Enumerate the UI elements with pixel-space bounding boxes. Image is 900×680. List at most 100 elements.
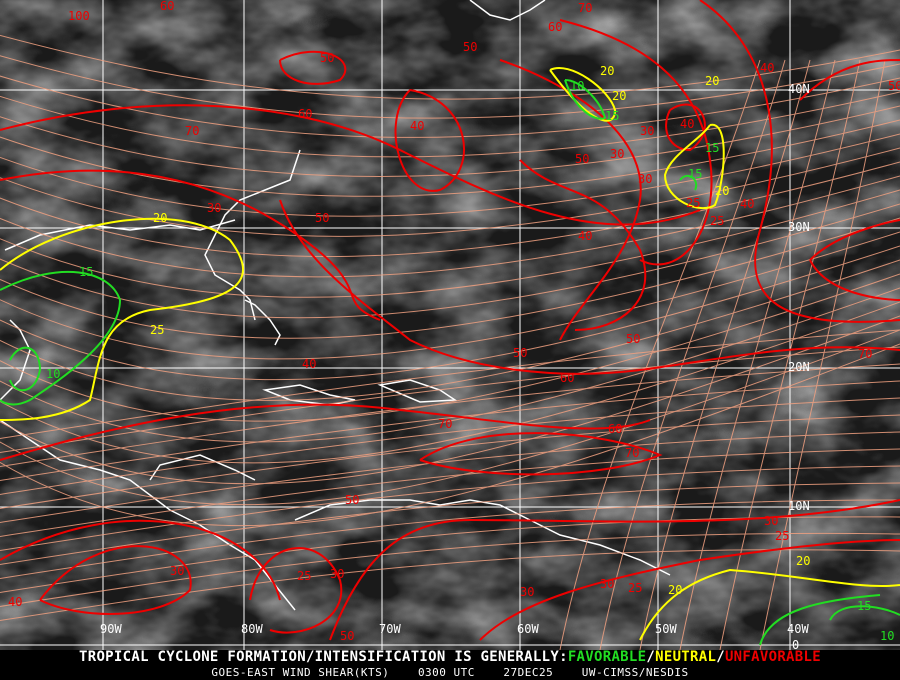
shear-contour bbox=[0, 270, 122, 406]
contour-label: 50 bbox=[463, 40, 477, 54]
satellite-imagery bbox=[0, 0, 900, 650]
shear-contour bbox=[809, 219, 900, 301]
coastline bbox=[204, 149, 301, 321]
contour-label: 60 bbox=[560, 371, 574, 385]
unfavorable-label: UNFAVORABLE bbox=[724, 649, 821, 665]
headline: TROPICAL CYCLONE FORMATION/INTENSIFICATI… bbox=[0, 650, 900, 665]
contour-label: 40 bbox=[680, 117, 694, 131]
longitude-label: 60W bbox=[517, 622, 539, 636]
contour-label: 25 bbox=[150, 323, 164, 337]
streamline bbox=[0, 119, 900, 197]
streamline bbox=[0, 315, 900, 485]
product-info: GOES-EAST WIND SHEAR(KTS) 0300 UTC 27DEC… bbox=[0, 666, 900, 680]
longitude-label: 80W bbox=[241, 622, 263, 636]
contour-label: 20 bbox=[705, 74, 719, 88]
shear-contour bbox=[39, 545, 192, 615]
contour-label: 30 bbox=[640, 124, 654, 138]
latitude-label: 30N bbox=[788, 220, 810, 234]
latitude-label: 20N bbox=[788, 360, 810, 374]
streamline bbox=[0, 329, 900, 439]
shear-contour bbox=[663, 123, 725, 210]
contour-label: 70 bbox=[185, 124, 199, 138]
streamline bbox=[0, 287, 900, 443]
streamline bbox=[0, 482, 900, 565]
shear-contour bbox=[679, 174, 698, 191]
shear-contour bbox=[419, 432, 663, 476]
streamline bbox=[0, 465, 900, 551]
streamline bbox=[599, 59, 786, 650]
streamline bbox=[0, 346, 900, 453]
shear-contour bbox=[0, 217, 244, 421]
contour-label: 40 bbox=[760, 61, 774, 75]
map-canvas: 1006050706050403020151025304050506070607… bbox=[0, 0, 900, 650]
longitude-label: 50W bbox=[655, 622, 677, 636]
contour-label: 60 bbox=[298, 107, 312, 121]
contour-label: 20 bbox=[796, 554, 810, 568]
latitude-label: 0 bbox=[792, 638, 799, 650]
shear-contours bbox=[0, 0, 900, 646]
contour-label: 15 bbox=[79, 265, 93, 279]
streamline bbox=[0, 245, 900, 381]
streamline bbox=[0, 380, 900, 481]
streamline bbox=[0, 273, 900, 422]
contour-label: 25 bbox=[775, 529, 789, 543]
contour-label: 70 bbox=[625, 446, 639, 460]
contour-label: 25 bbox=[297, 569, 311, 583]
streamline bbox=[0, 397, 900, 495]
contour-labels: 1006050706050403020151025304050506070607… bbox=[8, 0, 900, 643]
contour-label: 60 bbox=[160, 0, 174, 13]
shear-contour bbox=[759, 594, 900, 646]
product-name: GOES-EAST WIND SHEAR(KTS) bbox=[211, 666, 390, 679]
footer-legend: TROPICAL CYCLONE FORMATION/INTENSIFICATI… bbox=[0, 650, 900, 680]
streamline bbox=[0, 175, 900, 278]
streamline bbox=[0, 532, 900, 607]
contour-label: 15 bbox=[688, 167, 702, 181]
streamline bbox=[759, 59, 886, 650]
coastline bbox=[294, 499, 671, 576]
contour-label: 25 bbox=[710, 214, 724, 228]
contour-label: 25 bbox=[686, 196, 700, 210]
contour-label: 70 bbox=[438, 417, 452, 431]
streamline bbox=[679, 59, 836, 650]
streamline bbox=[0, 301, 900, 464]
contour-label: 10 bbox=[880, 629, 894, 643]
streamline bbox=[0, 91, 900, 158]
contour-label: 50 bbox=[315, 211, 329, 225]
contour-label: 30 bbox=[600, 577, 614, 591]
product-date: 27DEC25 bbox=[503, 666, 554, 679]
streamline bbox=[639, 59, 811, 650]
streamline bbox=[0, 75, 900, 138]
contour-label: 10 bbox=[570, 79, 584, 93]
separator: / bbox=[716, 649, 725, 665]
contour-label: 25 bbox=[628, 581, 642, 595]
shear-contour bbox=[665, 103, 706, 152]
shear-contour bbox=[0, 169, 381, 321]
streamline bbox=[0, 161, 900, 257]
streamline bbox=[0, 259, 900, 401]
axis-labels: 90W 80W 70W 60W 50W 40W 40N 30N 20N 10N 0 bbox=[100, 82, 810, 650]
contour-label: 30 bbox=[764, 514, 778, 528]
contour-label: 40 bbox=[302, 357, 316, 371]
coastline bbox=[149, 454, 256, 481]
shear-contour bbox=[394, 89, 465, 192]
shear-contour bbox=[499, 59, 642, 341]
contour-label: 20 bbox=[612, 89, 626, 103]
contour-label: 60 bbox=[608, 422, 622, 436]
contour-label: 50 bbox=[340, 629, 354, 643]
contour-label: 50 bbox=[575, 152, 589, 166]
contour-label: 50 bbox=[888, 79, 900, 93]
contour-label: 70 bbox=[578, 1, 592, 15]
contour-label: 30 bbox=[520, 585, 534, 599]
shear-contour bbox=[329, 499, 900, 641]
product-source: UW-CIMSS/NESDIS bbox=[581, 666, 689, 679]
contour-label: 40 bbox=[740, 197, 754, 211]
streamline bbox=[0, 414, 900, 509]
streamlines bbox=[0, 34, 900, 650]
streamline bbox=[719, 59, 861, 650]
contour-label: 50 bbox=[320, 51, 334, 65]
contour-label: 15 bbox=[857, 599, 871, 613]
contour-label: 100 bbox=[68, 9, 90, 23]
contour-label: 50 bbox=[626, 332, 640, 346]
contour-label: 15 bbox=[705, 141, 719, 155]
contour-label: 40 bbox=[8, 595, 22, 609]
